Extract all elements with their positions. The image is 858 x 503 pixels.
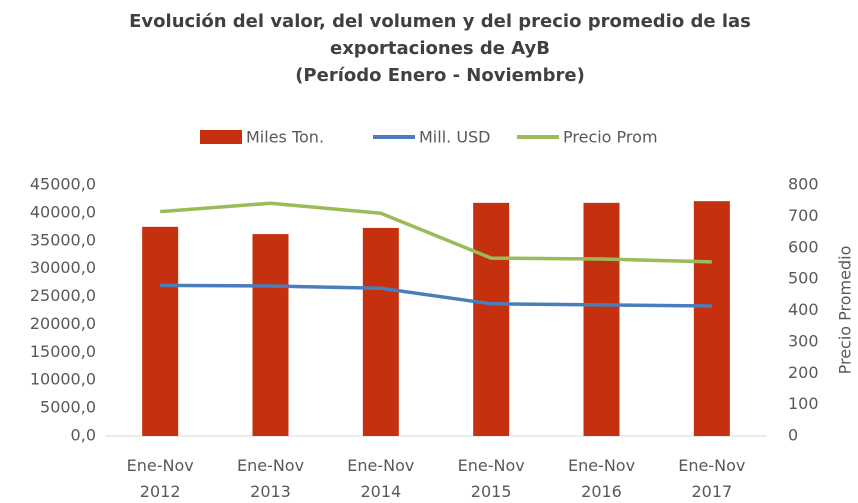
bar	[583, 202, 620, 436]
y2-tick-label: 0	[788, 426, 798, 445]
x-tick-label: Ene-Nov 2016	[568, 456, 635, 500]
x-tick-label: Ene-Nov 2013	[237, 456, 304, 500]
bar	[252, 234, 289, 436]
y-tick-label: 0,0	[71, 426, 96, 445]
bar	[473, 202, 510, 436]
y2-tick-label: 100	[788, 394, 819, 413]
bar	[362, 227, 399, 436]
y-tick-label: 20000,0	[30, 314, 96, 333]
x-tick-label: Ene-Nov 2014	[347, 456, 414, 500]
legend-label: Precio Prom	[563, 128, 658, 147]
y2-tick-label: 600	[788, 237, 819, 256]
chart-title: Evolución del valor, del volumen y del p…	[129, 11, 751, 32]
legend-label: Mill. USD	[419, 128, 491, 147]
y-tick-label: 10000,0	[30, 370, 96, 389]
bar	[142, 226, 179, 436]
x-tick-label: Ene-Nov 2015	[458, 456, 525, 500]
y2-tick-label: 700	[788, 206, 819, 225]
y2-tick-label: 300	[788, 331, 819, 350]
y-tick-label: 15000,0	[30, 342, 96, 361]
y-tick-label: 40000,0	[30, 202, 96, 221]
legend-swatch	[200, 130, 242, 144]
y-tick-label: 30000,0	[30, 258, 96, 277]
chart-title: (Período Enero - Noviembre)	[295, 65, 585, 86]
y-tick-label: 25000,0	[30, 286, 96, 305]
y2-tick-label: 800	[788, 175, 819, 194]
chart-title: exportaciones de AyB	[330, 38, 550, 59]
y-tick-label: 35000,0	[30, 230, 96, 249]
y-tick-label: 5000,0	[40, 398, 96, 417]
x-tick-label: Ene-Nov 2017	[678, 456, 745, 500]
y-tick-label: 45000,0	[30, 175, 96, 194]
line	[160, 201, 712, 264]
y2-tick-label: 500	[788, 269, 819, 288]
legend-label: Miles Ton.	[246, 128, 324, 147]
y2-tick-label: 200	[788, 363, 819, 382]
line	[160, 283, 712, 308]
x-tick-label: Ene-Nov 2012	[127, 456, 194, 500]
y2-axis-label: Precio Promedio	[836, 246, 855, 375]
y2-tick-label: 400	[788, 300, 819, 319]
bar	[693, 201, 730, 436]
